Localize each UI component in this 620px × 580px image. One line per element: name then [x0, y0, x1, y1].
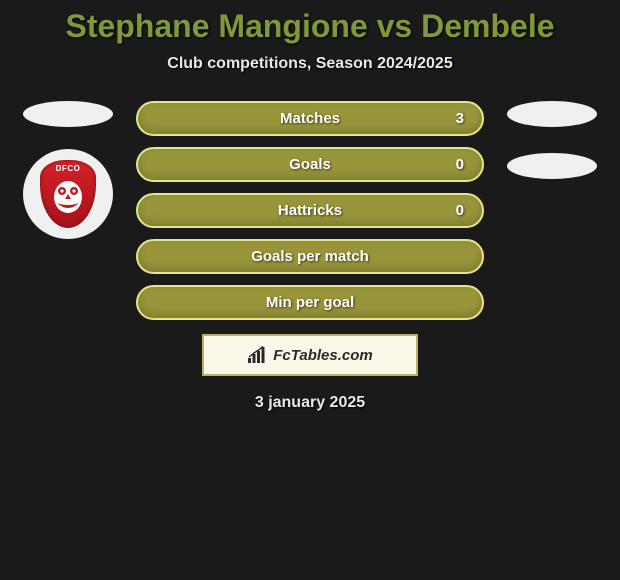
- dfco-crest: DFCO: [40, 160, 96, 228]
- right-player-column: [504, 101, 600, 179]
- stat-bars: Matches 3 Goals 0 Hattricks 0 Goals per …: [136, 101, 484, 320]
- generated-date: 3 january 2025: [0, 394, 620, 412]
- source-logo[interactable]: FcTables.com: [202, 334, 418, 376]
- stat-label: Min per goal: [266, 294, 354, 311]
- page-title: Stephane Mangione vs Dembele: [0, 4, 620, 55]
- right-placeholder-oval-2: [507, 153, 597, 179]
- stat-bar-goals-per-match: Goals per match: [136, 239, 484, 274]
- left-player-column: DFCO: [20, 101, 116, 239]
- left-club-badge: DFCO: [23, 149, 113, 239]
- page-subtitle: Club competitions, Season 2024/2025: [0, 55, 620, 73]
- stat-bar-matches: Matches 3: [136, 101, 484, 136]
- stat-label: Matches: [280, 110, 340, 127]
- stat-value: 0: [456, 156, 464, 173]
- right-placeholder-oval-1: [507, 101, 597, 127]
- comparison-row: DFCO Matches 3: [0, 101, 620, 320]
- infographic-container: Stephane Mangione vs Dembele Club compet…: [0, 0, 620, 412]
- stat-bar-hattricks: Hattricks 0: [136, 193, 484, 228]
- crest-label: DFCO: [56, 164, 81, 173]
- stat-value: 0: [456, 202, 464, 219]
- bar-chart-icon: [247, 346, 267, 364]
- stat-label: Hattricks: [278, 202, 342, 219]
- stat-label: Goals per match: [251, 248, 369, 265]
- stat-bar-goals: Goals 0: [136, 147, 484, 182]
- logo-text: FcTables.com: [273, 347, 372, 364]
- stat-label: Goals: [289, 156, 331, 173]
- owl-icon: [51, 177, 85, 215]
- left-placeholder-oval: [23, 101, 113, 127]
- stat-bar-min-per-goal: Min per goal: [136, 285, 484, 320]
- stat-value: 3: [456, 110, 464, 127]
